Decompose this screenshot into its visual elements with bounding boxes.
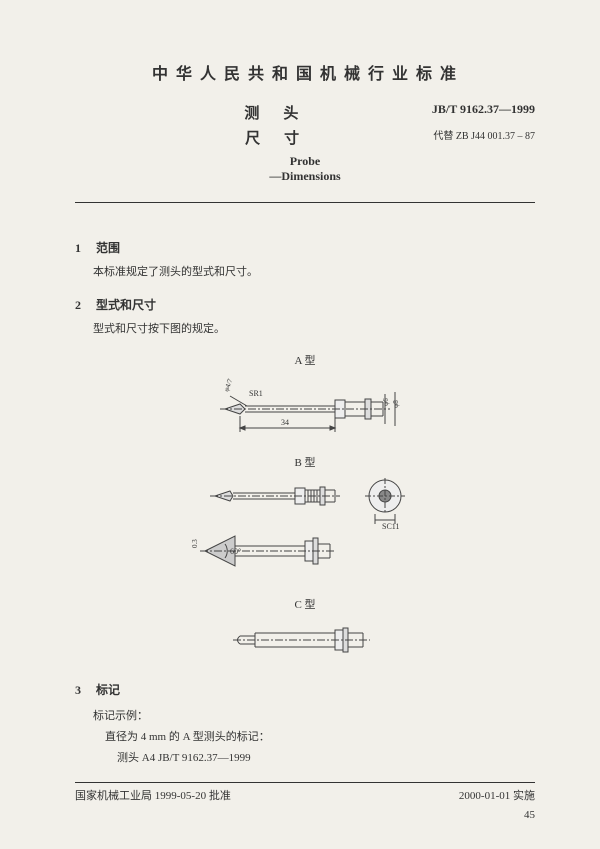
dim-angle: 60° bbox=[230, 547, 241, 556]
marking-label: 标记示例： bbox=[93, 706, 535, 727]
section-3-title: 标记 bbox=[96, 683, 120, 697]
section-1-title: 范围 bbox=[96, 241, 120, 255]
figure-a: 34 SR1 φ4/7 φ6 φ8 bbox=[75, 374, 535, 444]
footer: 国家机械工业局 1999-05-20 批准 2000-01-01 实施 bbox=[75, 782, 535, 803]
subtitle-en: —Dimensions bbox=[75, 169, 535, 184]
figure-a-svg: 34 SR1 φ4/7 φ6 φ8 bbox=[195, 374, 415, 444]
dim-sr: SR1 bbox=[249, 389, 263, 398]
page-number: 45 bbox=[524, 809, 535, 821]
marking-block: 标记示例： 直径为 4 mm 的 A 型测头的标记： 测头 A4 JB/T 91… bbox=[93, 706, 535, 769]
org-title: 中 华 人 民 共 和 国 机 械 行 业 标 准 bbox=[75, 60, 535, 84]
dim-len: 34 bbox=[281, 418, 289, 427]
title-row-2: 尺寸 代替 ZB J44 001.37 – 87 bbox=[75, 127, 535, 148]
section-3-heading: 3 标记 bbox=[75, 681, 535, 698]
replaces-code: 代替 ZB J44 001.37 – 87 bbox=[433, 127, 535, 142]
dim-d2: φ8 bbox=[392, 400, 400, 408]
title-block: 中 华 人 民 共 和 国 机 械 行 业 标 准 测头 JB/T 9162.3… bbox=[75, 60, 535, 203]
dim-side: 0.3 bbox=[191, 539, 199, 548]
figures-block: A 型 bbox=[75, 352, 535, 663]
marking-example-desc: 直径为 4 mm 的 A 型测头的标记： bbox=[105, 727, 535, 748]
title-cn-2: 尺寸 bbox=[75, 127, 433, 148]
title-cn-1: 测头 bbox=[75, 102, 432, 123]
standard-code: JB/T 9162.37—1999 bbox=[432, 102, 535, 117]
section-scope: 1 范围 本标准规定了测头的型式和尺寸。 bbox=[75, 239, 535, 282]
dim-sc: SC11 bbox=[382, 522, 400, 531]
figure-b: SC11 60° 0.3 bbox=[75, 476, 535, 586]
title-en: Probe bbox=[75, 154, 535, 169]
dim-d1: φ6 bbox=[382, 398, 390, 406]
section-1-num: 1 bbox=[75, 241, 93, 256]
section-2-num: 2 bbox=[75, 298, 93, 313]
footer-impl: 2000-01-01 实施 bbox=[459, 787, 535, 803]
marking-example-code: 测头 A4 JB/T 9162.37—1999 bbox=[117, 748, 535, 769]
section-3-num: 3 bbox=[75, 683, 93, 698]
section-2-title: 型式和尺寸 bbox=[96, 298, 156, 312]
figure-c bbox=[75, 618, 535, 663]
section-1-body: 本标准规定了测头的型式和尺寸。 bbox=[93, 264, 535, 282]
section-2-body: 型式和尺寸按下图的规定。 bbox=[93, 321, 535, 339]
figure-b-svg: SC11 60° 0.3 bbox=[175, 476, 435, 586]
section-marking: 3 标记 标记示例： 直径为 4 mm 的 A 型测头的标记： 测头 A4 JB… bbox=[75, 681, 535, 769]
title-row-1: 测头 JB/T 9162.37—1999 bbox=[75, 102, 535, 123]
section-1-heading: 1 范围 bbox=[75, 239, 535, 256]
figure-b-label: B 型 bbox=[75, 454, 535, 470]
figure-a-label: A 型 bbox=[75, 352, 535, 368]
footer-approve: 国家机械工业局 1999-05-20 批准 bbox=[75, 787, 231, 803]
section-2-heading: 2 型式和尺寸 bbox=[75, 296, 535, 313]
dim-left-dia: φ4/7 bbox=[222, 377, 234, 392]
figure-c-label: C 型 bbox=[75, 596, 535, 612]
section-types: 2 型式和尺寸 型式和尺寸按下图的规定。 bbox=[75, 296, 535, 339]
figure-c-svg bbox=[205, 618, 405, 663]
